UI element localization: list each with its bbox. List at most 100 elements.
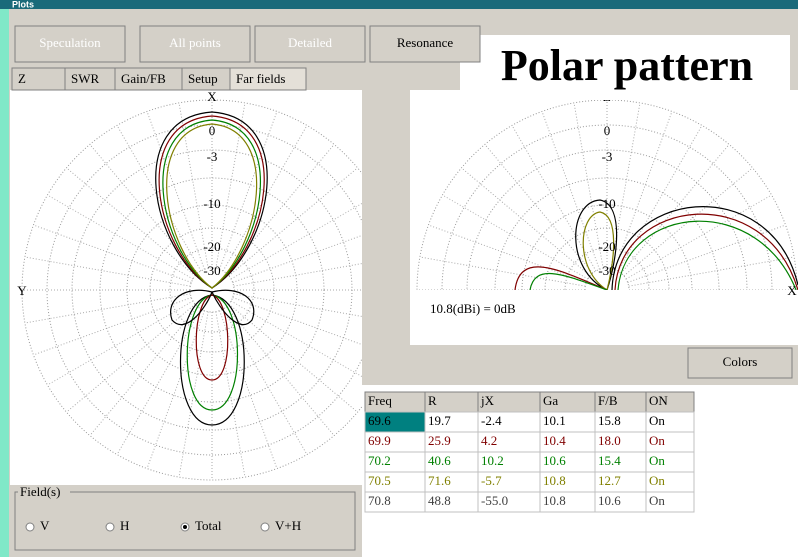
radio-label[interactable]: V+H [275, 518, 301, 533]
table-cell-text[interactable]: 70.2 [368, 453, 391, 468]
table-cell-text[interactable]: 40.6 [428, 453, 451, 468]
tab-label[interactable]: Far fields [236, 71, 285, 86]
table-cell-text[interactable]: 10.6 [598, 493, 621, 508]
radio[interactable] [260, 522, 270, 532]
table-cell-text[interactable]: On [649, 413, 665, 428]
table-cell-text[interactable]: On [649, 473, 665, 488]
ring-label: -3 [207, 149, 218, 164]
grid-spoke [419, 256, 586, 287]
ring-label: -20 [598, 239, 615, 254]
grid-spoke [24, 293, 191, 324]
grid-spoke [541, 111, 600, 270]
grid-spoke [146, 310, 205, 469]
table-cell-text[interactable]: 19.7 [428, 413, 451, 428]
pattern-curve [529, 272, 608, 290]
table-cell-text[interactable]: 25.9 [428, 433, 451, 448]
table-cell-text[interactable]: 15.8 [598, 413, 621, 428]
table-cell-text[interactable]: -2.4 [481, 413, 502, 428]
right-pattern [514, 199, 798, 290]
radio[interactable] [105, 522, 115, 532]
ring-label: -20 [203, 239, 220, 254]
table-cell-text[interactable]: On [649, 433, 665, 448]
table-cell-text[interactable]: 10.1 [543, 413, 566, 428]
grid-spoke [47, 300, 194, 386]
tab-label[interactable]: Z [18, 71, 26, 86]
grid-spoke [225, 306, 335, 436]
tab-label[interactable]: Setup [188, 71, 218, 86]
pattern-curve [614, 213, 798, 290]
grid-spoke [628, 256, 795, 287]
table-cell-text[interactable]: 69.6 [368, 413, 391, 428]
radio-label[interactable]: Total [195, 518, 222, 533]
pattern-curve [155, 111, 268, 289]
grid-spoke [233, 293, 362, 317]
toolbar-button[interactable] [139, 25, 251, 63]
grid-spoke [428, 224, 587, 283]
grid-spoke [484, 144, 594, 274]
colors-button[interactable] [687, 347, 793, 379]
toolbar-button-label[interactable]: Resonance [397, 35, 454, 50]
grid-spoke [230, 202, 362, 280]
left-plot-area [10, 90, 362, 485]
pattern-curve [186, 294, 239, 411]
ring-label: -30 [203, 263, 220, 278]
field-group [14, 491, 356, 551]
tab[interactable] [229, 67, 307, 91]
table-cell-text[interactable]: 10.8 [543, 493, 566, 508]
table-cell-text[interactable]: -5.7 [481, 473, 502, 488]
grid-spoke [146, 111, 205, 270]
table-cell-text[interactable]: 10.2 [481, 453, 504, 468]
colors-button-label[interactable]: Colors [723, 354, 758, 369]
tab-label[interactable]: Gain/FB [121, 71, 166, 86]
table-cell-text[interactable]: 4.2 [481, 433, 497, 448]
toolbar-button-label[interactable]: All points [169, 35, 221, 50]
table-cell-text[interactable]: 48.8 [428, 493, 451, 508]
table-header-text: R [428, 393, 437, 408]
grid-ring [441, 124, 773, 290]
toolbar-button[interactable] [254, 25, 366, 63]
toolbar-button-label[interactable]: Speculation [39, 35, 101, 50]
table-cell[interactable] [645, 491, 695, 513]
radio-label[interactable]: V [40, 518, 50, 533]
scale-note: 10.8(dBi) = 0dB [430, 301, 516, 316]
grid-spoke [33, 224, 192, 283]
axis-label: Y [17, 283, 27, 298]
radio-dot[interactable] [183, 525, 187, 529]
table-cell-text[interactable]: 18.0 [598, 433, 621, 448]
pattern-curve [582, 211, 615, 290]
grid-spoke [614, 111, 673, 270]
radio[interactable] [25, 522, 35, 532]
toolbar-button[interactable] [369, 25, 481, 63]
axis-label: X [787, 283, 797, 298]
table-cell-text[interactable]: 71.6 [428, 473, 451, 488]
grid-spoke [620, 144, 730, 274]
table-cell-text[interactable]: 10.8 [543, 473, 566, 488]
table-cell-text[interactable]: -55.0 [481, 493, 508, 508]
ring-label: 0 [209, 123, 216, 138]
table-cell-text[interactable]: 15.4 [598, 453, 621, 468]
radio-label[interactable]: H [120, 518, 129, 533]
table-cell-text[interactable]: 10.4 [543, 433, 566, 448]
grid-spoke [232, 234, 362, 283]
grid-ring [46, 124, 362, 456]
overlay-title: Polar pattern [501, 41, 753, 90]
left-border [0, 0, 9, 557]
pattern-curve [611, 206, 798, 290]
table-cell-text[interactable]: 10.6 [543, 453, 566, 468]
grid-spoke [230, 300, 362, 378]
tab-label[interactable]: SWR [71, 71, 100, 86]
table-header-text: ON [649, 393, 668, 408]
table-cell-text[interactable]: 69.9 [368, 433, 391, 448]
toolbar-button[interactable] [14, 25, 126, 63]
pattern-curve [158, 115, 265, 289]
table-cell-text[interactable]: 70.5 [368, 473, 391, 488]
toolbar-button-label[interactable]: Detailed [288, 35, 333, 50]
table-cell-text[interactable]: On [649, 453, 665, 468]
table-cell-text[interactable]: On [649, 493, 665, 508]
grid-spoke [627, 224, 786, 283]
table-cell-text[interactable]: 12.7 [598, 473, 621, 488]
table-header-text: Freq [368, 393, 392, 408]
table-cell-text[interactable]: 70.8 [368, 493, 391, 508]
